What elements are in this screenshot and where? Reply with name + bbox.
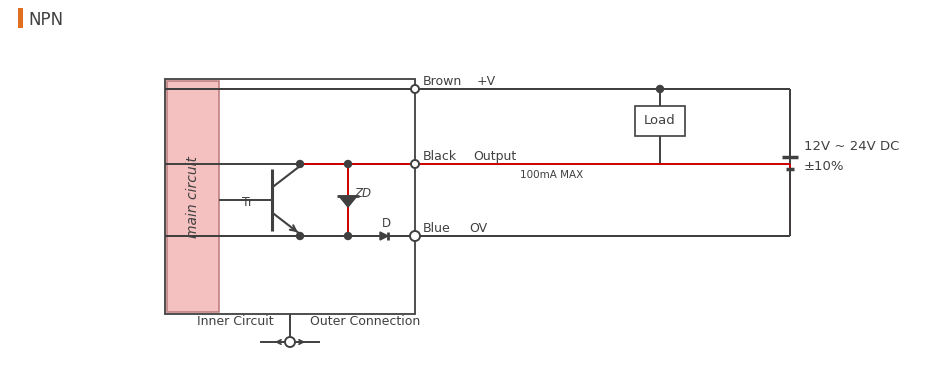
Text: 12V ~ 24V DC: 12V ~ 24V DC [804, 141, 900, 154]
Circle shape [285, 337, 295, 347]
Circle shape [345, 161, 352, 167]
Text: Load: Load [644, 114, 675, 127]
Circle shape [411, 85, 419, 93]
Polygon shape [339, 196, 357, 207]
Bar [635, 106, 685, 136]
Text: Brown: Brown [423, 75, 463, 88]
Bar [167, 81, 219, 312]
Circle shape [656, 86, 663, 93]
Text: Black: Black [423, 150, 457, 163]
Text: Output: Output [473, 150, 516, 163]
Text: OV: OV [469, 222, 487, 235]
Circle shape [296, 232, 303, 240]
Text: +V: +V [477, 75, 496, 88]
Text: D: D [382, 217, 391, 230]
Circle shape [296, 161, 303, 167]
Text: ZD: ZD [354, 187, 371, 200]
Text: 100mA MAX: 100mA MAX [520, 170, 583, 180]
Text: NPN: NPN [28, 11, 63, 29]
Bar [165, 79, 415, 314]
Bar [18, 8, 23, 28]
Text: Tr: Tr [242, 195, 253, 209]
Text: main circuit: main circuit [186, 156, 200, 237]
Text: Blue: Blue [423, 222, 450, 235]
Polygon shape [380, 232, 388, 240]
Circle shape [410, 231, 420, 241]
Circle shape [411, 160, 419, 168]
Text: ±10%: ±10% [804, 161, 845, 174]
Circle shape [345, 232, 352, 240]
Text: Outer Connection: Outer Connection [310, 315, 420, 328]
Text: Inner Circuit: Inner Circuit [197, 315, 274, 328]
